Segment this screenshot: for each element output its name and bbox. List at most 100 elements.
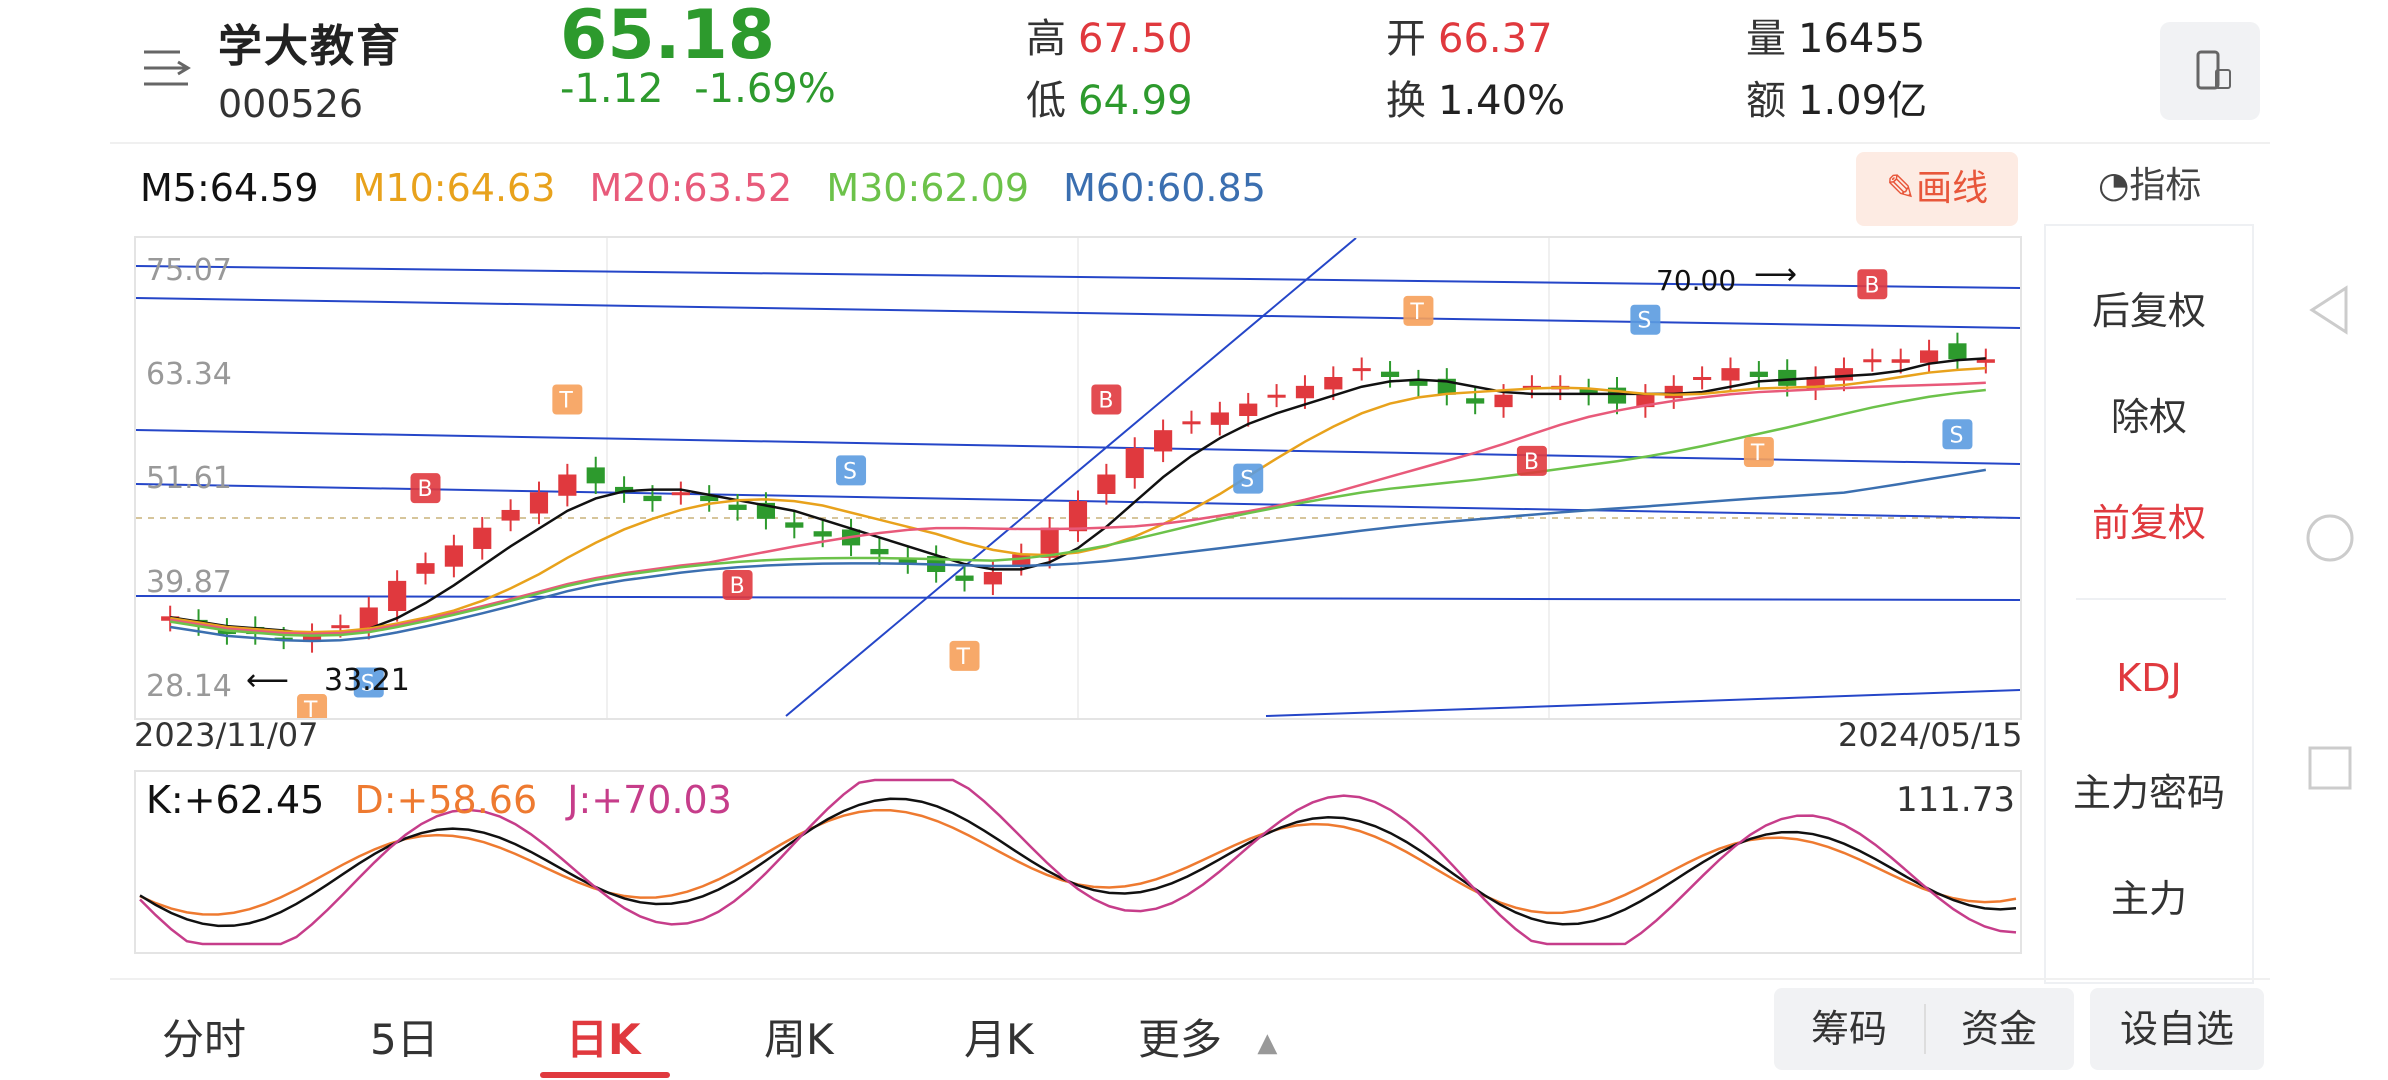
candle-body bbox=[558, 474, 577, 496]
stat-low: 低 64.99 bbox=[1026, 68, 1193, 126]
signal-marker bbox=[1516, 445, 1547, 476]
signal-marker bbox=[1403, 295, 1434, 326]
candle-body bbox=[643, 495, 662, 502]
signal-marker-label: S bbox=[1949, 423, 1963, 448]
candle-body bbox=[1182, 421, 1201, 425]
start-date: 2023/11/07 bbox=[134, 716, 319, 754]
signal-marker-label: T bbox=[956, 645, 971, 670]
kdj-k-line bbox=[139, 797, 2017, 928]
kdj-k-value: K:+62.45 bbox=[146, 778, 325, 822]
indicator-button[interactable]: ◔指标 bbox=[2098, 156, 2201, 208]
signal-marker-label: T bbox=[303, 698, 318, 718]
signal-marker-label: B bbox=[1524, 450, 1539, 475]
ma60-label: M60:60.85 bbox=[1063, 166, 1266, 210]
stat-amount: 额 1.09亿 bbox=[1746, 68, 1927, 126]
candle-body bbox=[1664, 385, 1683, 399]
phone-rotate-icon bbox=[2196, 50, 2231, 90]
back-nav-icon[interactable] bbox=[2300, 280, 2360, 344]
header-divider bbox=[110, 142, 2270, 144]
kdj-d-value: D:+58.66 bbox=[354, 778, 538, 822]
tab-monthly-k[interactable]: 月K bbox=[964, 1015, 1034, 1064]
signal-marker-label: B bbox=[418, 477, 433, 502]
candle-body bbox=[1976, 359, 1995, 363]
candle-body bbox=[1154, 430, 1173, 452]
candle-body bbox=[1693, 376, 1712, 380]
volume-label: 量 bbox=[1746, 16, 1786, 62]
tab-weekly-k[interactable]: 周K bbox=[764, 1015, 834, 1064]
draw-line-button[interactable]: ✎画线 bbox=[1856, 152, 2018, 226]
ma-legend: M5:64.59 M10:64.63 M20:63.52 M30:62.09 M… bbox=[140, 166, 1288, 210]
tab-intraday[interactable]: 分时 bbox=[162, 1015, 247, 1064]
side-item-kdj[interactable]: KDJ bbox=[2116, 656, 2182, 700]
y-tick-label: 51.61 bbox=[146, 461, 232, 496]
kdj-chart[interactable] bbox=[134, 770, 2022, 954]
candle-body bbox=[955, 575, 974, 581]
signal-marker-label: S bbox=[1240, 468, 1254, 493]
signal-marker-label: T bbox=[1409, 300, 1424, 325]
amount-label: 额 bbox=[1746, 78, 1786, 124]
menu-icon[interactable] bbox=[140, 44, 196, 92]
ma20-label: M20:63.52 bbox=[589, 166, 793, 210]
turnover-label: 换 bbox=[1386, 78, 1426, 124]
left-arrow-icon: ⟵ bbox=[246, 663, 289, 698]
candle-body bbox=[444, 545, 463, 567]
signal-marker-label: S bbox=[843, 459, 857, 484]
candle-body bbox=[529, 492, 549, 514]
high-price-annotation: 70.00 bbox=[1656, 264, 1736, 297]
recents-nav-icon[interactable] bbox=[2300, 738, 2360, 802]
candle-body bbox=[1834, 368, 1854, 381]
kline-chart[interactable]: T B S T B S T B S T B S T B S 75.07 63.34 51.61 39.87 28.1… bbox=[134, 236, 2022, 725]
change-percent: -1.69% bbox=[694, 66, 836, 112]
current-price: 65.18 bbox=[560, 0, 776, 75]
low-value: 64.99 bbox=[1078, 78, 1193, 124]
trend-line bbox=[785, 237, 1357, 717]
candle-body bbox=[586, 467, 605, 484]
signal-marker-label: T bbox=[558, 388, 573, 413]
add-watchlist-button[interactable]: 设自选 bbox=[2090, 988, 2264, 1070]
signal-marker bbox=[353, 667, 384, 698]
signal-marker bbox=[1630, 304, 1661, 335]
candle-body bbox=[1948, 343, 1967, 360]
side-item-main-force[interactable]: 主力 bbox=[2110, 877, 2187, 921]
stat-high: 高 67.50 bbox=[1026, 6, 1193, 64]
candle-body bbox=[1239, 403, 1258, 416]
high-value: 67.50 bbox=[1078, 16, 1193, 62]
change-value: -1.12 bbox=[560, 66, 664, 112]
side-item-back-adjust[interactable]: 后复权 bbox=[2091, 289, 2206, 333]
candle-body bbox=[302, 634, 322, 643]
side-item-forward-adjust[interactable]: 前复权 bbox=[2091, 501, 2206, 545]
tab-daily-k[interactable]: 日K bbox=[566, 1015, 641, 1064]
candle-body bbox=[1125, 447, 1144, 479]
candle-body bbox=[1494, 394, 1513, 408]
indicator-label: 指标 bbox=[2129, 165, 2202, 206]
candle-body bbox=[1097, 474, 1116, 494]
chips-button[interactable]: 筹码 bbox=[1810, 1007, 1887, 1051]
candle-body bbox=[785, 522, 804, 528]
candle-body bbox=[1409, 380, 1428, 386]
stock-code: 000526 bbox=[218, 82, 364, 126]
candle-body bbox=[813, 531, 832, 537]
candle-body bbox=[359, 607, 378, 629]
trend-line bbox=[135, 429, 2021, 465]
candle-body bbox=[1267, 394, 1286, 398]
open-label: 开 bbox=[1386, 16, 1426, 62]
active-tab-indicator bbox=[540, 1072, 670, 1078]
tab-5day[interactable]: 5日 bbox=[370, 1015, 439, 1064]
candle-body bbox=[615, 486, 634, 493]
home-nav-icon[interactable] bbox=[2300, 508, 2360, 572]
candle-body bbox=[331, 625, 350, 629]
side-item-main-password[interactable]: 主力密码 bbox=[2072, 771, 2225, 815]
candle-body bbox=[1863, 359, 1882, 363]
candle-body bbox=[1778, 369, 1797, 386]
signal-marker bbox=[1233, 463, 1264, 494]
y-tick-label: 39.87 bbox=[146, 565, 232, 600]
landscape-toggle-button[interactable] bbox=[2160, 22, 2260, 120]
draw-line-label: 画线 bbox=[1916, 168, 1989, 209]
ma20-line bbox=[169, 381, 1986, 636]
side-item-ex-rights[interactable]: 除权 bbox=[2110, 395, 2187, 439]
candle-body bbox=[1352, 368, 1371, 372]
candle-body bbox=[1749, 371, 1768, 377]
tab-more[interactable]: 更多 ▲ bbox=[1138, 1006, 1277, 1067]
kdj-j-line bbox=[139, 778, 2017, 946]
funds-button[interactable]: 资金 bbox=[1960, 1007, 2037, 1051]
